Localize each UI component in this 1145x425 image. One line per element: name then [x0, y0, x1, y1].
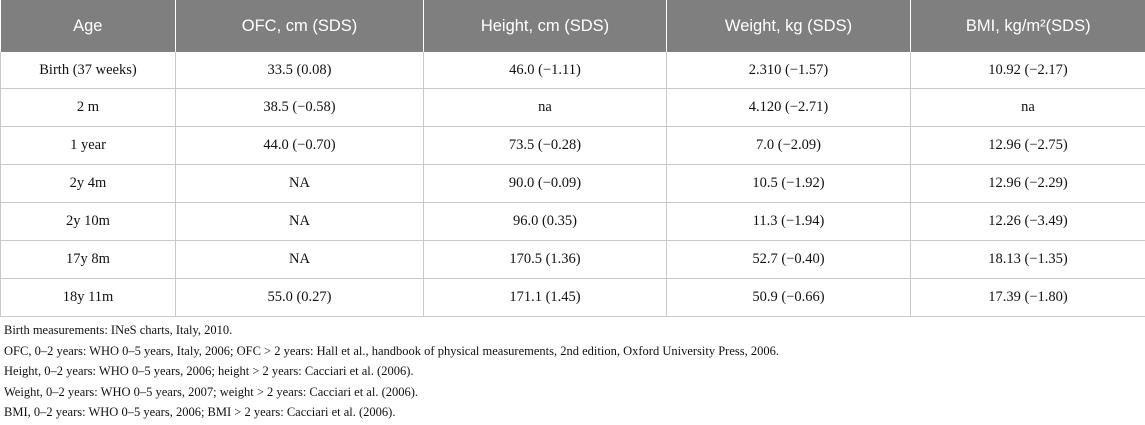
cell-weight: 4.120 (−2.71)	[666, 88, 911, 127]
cell-weight: 50.9 (−0.66)	[666, 278, 911, 317]
cell-weight: 2.310 (−1.57)	[666, 52, 911, 89]
cell-age: 18y 11m	[0, 278, 176, 317]
cell-bmi: na	[910, 88, 1145, 127]
cell-bmi: 12.96 (−2.29)	[910, 164, 1145, 203]
header-weight: Weight, kg (SDS)	[666, 0, 911, 52]
header-bmi: BMI, kg/m²(SDS)	[910, 0, 1145, 52]
cell-height: 96.0 (0.35)	[423, 202, 667, 241]
cell-height: 73.5 (−0.28)	[423, 126, 667, 165]
cell-ofc: 38.5 (−0.58)	[175, 88, 424, 127]
table-row: 2y 10m NA 96.0 (0.35) 11.3 (−1.94) 12.26…	[0, 202, 1145, 241]
cell-ofc: NA	[175, 202, 424, 241]
footnote-height: Height, 0–2 years: WHO 0–5 years, 2006; …	[4, 364, 414, 378]
header-ofc: OFC, cm (SDS)	[175, 0, 424, 52]
cell-ofc: 44.0 (−0.70)	[175, 126, 424, 165]
header-age: Age	[0, 0, 176, 52]
cell-weight: 11.3 (−1.94)	[666, 202, 911, 241]
footnote-birth: Birth measurements: INeS charts, Italy, …	[4, 323, 233, 337]
cell-height: 170.5 (1.36)	[423, 240, 667, 279]
cell-bmi: 12.26 (−3.49)	[910, 202, 1145, 241]
cell-ofc: 33.5 (0.08)	[175, 52, 424, 89]
cell-bmi: 12.96 (−2.75)	[910, 126, 1145, 165]
cell-age: 2 m	[0, 88, 176, 127]
table-footnotes: Birth measurements: INeS charts, Italy, …	[4, 320, 779, 423]
cell-height: na	[423, 88, 667, 127]
footnote-weight: Weight, 0–2 years: WHO 0–5 years, 2007; …	[4, 384, 419, 399]
cell-age: 1 year	[0, 126, 176, 165]
table-header-row: Age OFC, cm (SDS) Height, cm (SDS) Weigh…	[0, 0, 1145, 52]
cell-age: 17y 8m	[0, 240, 176, 279]
header-height: Height, cm (SDS)	[423, 0, 667, 52]
cell-ofc: NA	[175, 164, 424, 203]
table-row: Birth (37 weeks) 33.5 (0.08) 46.0 (−1.11…	[0, 52, 1145, 89]
table-row: 2y 4m NA 90.0 (−0.09) 10.5 (−1.92) 12.96…	[0, 164, 1145, 203]
cell-weight: 10.5 (−1.92)	[666, 164, 911, 203]
growth-measurements-table: Age OFC, cm (SDS) Height, cm (SDS) Weigh…	[0, 0, 1145, 317]
cell-bmi: 18.13 (−1.35)	[910, 240, 1145, 279]
cell-age: Birth (37 weeks)	[0, 52, 176, 89]
cell-weight: 7.0 (−2.09)	[666, 126, 911, 165]
table-row: 1 year 44.0 (−0.70) 73.5 (−0.28) 7.0 (−2…	[0, 126, 1145, 165]
cell-height: 46.0 (−1.11)	[423, 52, 667, 89]
cell-weight: 52.7 (−0.40)	[666, 240, 911, 279]
cell-age: 2y 4m	[0, 164, 176, 203]
cell-ofc: NA	[175, 240, 424, 279]
cell-ofc: 55.0 (0.27)	[175, 278, 424, 317]
cell-age: 2y 10m	[0, 202, 176, 241]
footnote-bmi: BMI, 0–2 years: WHO 0–5 years, 2006; BMI…	[4, 405, 396, 419]
cell-height: 171.1 (1.45)	[423, 278, 667, 317]
table-row: 17y 8m NA 170.5 (1.36) 52.7 (−0.40) 18.1…	[0, 240, 1145, 279]
footnote-ofc: OFC, 0–2 years: WHO 0–5 years, Italy, 20…	[4, 343, 779, 358]
table-row: 18y 11m 55.0 (0.27) 171.1 (1.45) 50.9 (−…	[0, 278, 1145, 317]
table-row: 2 m 38.5 (−0.58) na 4.120 (−2.71) na	[0, 88, 1145, 127]
cell-height: 90.0 (−0.09)	[423, 164, 667, 203]
cell-bmi: 10.92 (−2.17)	[910, 52, 1145, 89]
cell-bmi: 17.39 (−1.80)	[910, 278, 1145, 317]
